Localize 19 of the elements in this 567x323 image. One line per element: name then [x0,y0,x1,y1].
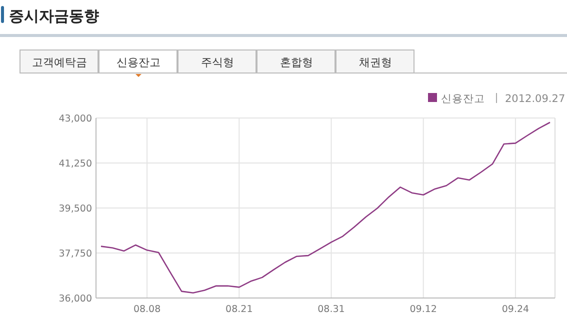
text: 신용잔고 [116,56,160,69]
legend-label: 신용잔고 [441,93,485,105]
y-tick-label: 36,000 [58,294,92,304]
x-tick-label: 09.24 [502,304,530,315]
text: 주식형 [201,56,234,69]
x-tick-label: 09.12 [410,304,437,315]
text: 혼합형 [280,56,313,69]
y-tick-label: 43,000 [58,114,92,124]
y-tick-label: 41,250 [58,158,92,170]
x-tick-label: 08.31 [318,304,345,315]
x-tick-label: 08.08 [133,304,161,315]
line-series [100,122,551,294]
text: 고객예탁금 [32,56,87,69]
text: 2012.09.27 [505,93,566,105]
x-tick-label: 08.21 [226,304,253,315]
chart-title: 증시자금동향 [9,7,99,25]
y-tick-label: 39,500 [58,204,92,214]
y-tick-label: 37,750 [58,248,92,260]
text: 채권형 [359,56,392,69]
